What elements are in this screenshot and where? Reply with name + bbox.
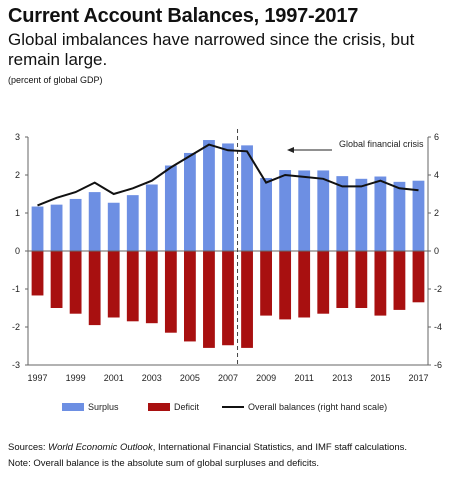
surplus-bar — [241, 145, 253, 251]
surplus-bar — [107, 202, 120, 251]
right-tick-label: 2 — [434, 208, 439, 218]
surplus-bar — [126, 195, 139, 251]
left-tick-label: 2 — [15, 170, 20, 180]
x-tick-label: 2001 — [104, 373, 124, 383]
surplus-bar — [298, 170, 311, 251]
deficit-bar — [31, 251, 44, 296]
deficit-bar — [69, 251, 82, 314]
deficit-bar — [355, 251, 368, 308]
deficit-bar — [184, 251, 196, 342]
deficit-bar — [336, 251, 349, 308]
x-tick-label: 1999 — [66, 373, 86, 383]
right-tick-label: -6 — [434, 360, 442, 370]
surplus-bar — [393, 181, 406, 251]
unit-label: (percent of global GDP) — [8, 75, 103, 85]
deficit-bar — [317, 251, 330, 314]
note-text: Note: Overall balance is the absolute su… — [8, 458, 320, 469]
right-tick-label: 0 — [434, 246, 439, 256]
surplus-bar — [412, 180, 425, 251]
deficit-bar — [50, 251, 63, 308]
surplus-bar — [145, 184, 158, 251]
deficit-bar — [298, 251, 311, 318]
left-tick-label: 1 — [15, 208, 20, 218]
chart-subtitle: Global imbalances have narrowed since th… — [8, 30, 415, 69]
x-tick-label: 2015 — [370, 373, 390, 383]
chart-footer: Sources: World Economic Outlook, Interna… — [8, 440, 448, 472]
deficit-bar — [222, 251, 234, 346]
surplus-bar — [69, 198, 82, 251]
deficit-bar — [164, 251, 177, 333]
x-tick-label: 2003 — [142, 373, 162, 383]
x-tick-label: 2005 — [180, 373, 200, 383]
surplus-bar — [50, 204, 63, 251]
x-tick-label: 2013 — [332, 373, 352, 383]
surplus-bar — [355, 178, 368, 251]
sources-text: Sources: World Economic Outlook, Interna… — [8, 440, 448, 456]
legend-surplus-swatch — [62, 403, 84, 411]
surplus-bar — [336, 176, 349, 251]
left-tick-label: -2 — [12, 322, 20, 332]
surplus-bar — [317, 170, 330, 251]
surplus-bar — [203, 140, 215, 251]
overall-balance-line — [37, 143, 419, 207]
deficit-bar — [203, 251, 215, 348]
legend-line-label: Overall balances (right hand scale) — [248, 402, 387, 412]
left-tick-label: 3 — [15, 132, 20, 142]
right-tick-label: 4 — [434, 170, 439, 180]
deficit-bar — [412, 251, 425, 303]
deficit-bar — [107, 251, 120, 318]
x-tick-label: 2017 — [408, 373, 428, 383]
sources-prefix: Sources: — [8, 442, 49, 453]
deficit-bar — [88, 251, 101, 326]
x-tick-label: 2009 — [256, 373, 276, 383]
deficit-bar — [145, 251, 158, 324]
left-tick-label: -1 — [12, 284, 20, 294]
deficit-bar — [126, 251, 139, 322]
sources-rest: , International Financial Statistics, an… — [152, 442, 408, 453]
right-tick-label: -4 — [434, 322, 442, 332]
right-tick-label: 6 — [434, 132, 439, 142]
annotation-arrow-head — [287, 147, 294, 153]
surplus-bar — [222, 143, 234, 251]
left-tick-label: -3 — [12, 360, 20, 370]
deficit-bar — [260, 251, 272, 316]
legend-deficit-swatch — [148, 403, 170, 411]
x-tick-label: 1997 — [28, 373, 48, 383]
x-tick-label: 2007 — [218, 373, 238, 383]
chart-title: Current Account Balances, 1997-2017 — [8, 5, 359, 27]
surplus-bar — [374, 176, 387, 251]
deficit-bar — [279, 251, 292, 320]
surplus-bar — [31, 206, 44, 251]
surplus-bar — [164, 165, 177, 251]
legend-surplus-label: Surplus — [88, 402, 119, 412]
surplus-bar — [260, 178, 272, 251]
crisis-annotation-label: Global financial crisis — [339, 139, 424, 149]
left-tick-label: 0 — [15, 246, 20, 256]
deficit-bar — [374, 251, 387, 316]
right-tick-label: -2 — [434, 284, 442, 294]
sources-italic: World Economic Outlook — [48, 442, 153, 453]
x-tick-label: 2011 — [295, 373, 314, 383]
surplus-bar — [184, 152, 196, 251]
deficit-bar — [393, 251, 406, 310]
legend-deficit-label: Deficit — [174, 402, 200, 412]
surplus-bar — [88, 192, 101, 251]
surplus-bar — [279, 170, 292, 251]
deficit-bar — [241, 251, 253, 348]
